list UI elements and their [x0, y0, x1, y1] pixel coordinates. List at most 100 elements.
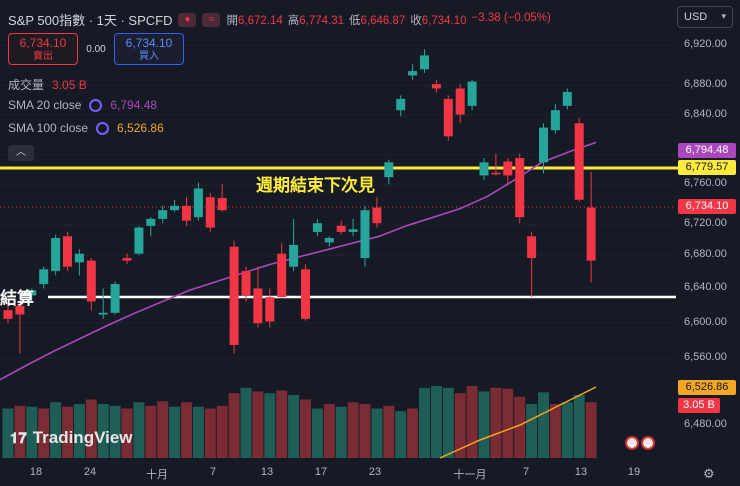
us-flag-icon[interactable] [625, 436, 639, 450]
collapse-icon[interactable]: ≈ [202, 12, 221, 27]
sma100-label: SMA 100 close [8, 121, 89, 135]
tv-logo-icon: 𝟏𝟕 [10, 429, 27, 447]
loading-icon [96, 121, 110, 135]
volume-bar [311, 408, 323, 458]
ohlc-value: −3.38 (−0.05%) [471, 11, 551, 24]
volume-bar [585, 402, 597, 458]
volume-bar [454, 393, 466, 458]
volume-bar [2, 408, 14, 458]
collapse-legend-button[interactable]: ︿ [8, 145, 34, 161]
candle-body [193, 188, 203, 218]
symbol-title[interactable]: S&P 500指數 · 1天 · SPCFD [8, 13, 173, 28]
candle-body [574, 123, 584, 200]
volume-bar [240, 387, 252, 458]
candle-body [229, 246, 239, 345]
volume-bar [538, 392, 549, 458]
volume-price-label: 3.05 B [678, 398, 720, 413]
market-status-icon[interactable]: ● [178, 12, 197, 27]
candle-body [217, 198, 227, 211]
sma20-legend[interactable]: SMA 20 close 6,794.48 [8, 98, 157, 112]
sma100-price-label: 6,526.86 [678, 380, 736, 395]
volume-bar [276, 390, 288, 458]
time-tick: 19 [627, 466, 641, 478]
sma100-legend[interactable]: SMA 100 close 6,526.86 [8, 121, 164, 135]
time-tick: 24 [83, 466, 97, 478]
ohlc-value: 6,774.31 [299, 14, 345, 27]
candle-body [586, 207, 596, 261]
currency-select[interactable]: USD ▾ [677, 6, 733, 28]
annotation-cycle-end[interactable]: 週期結束下次見 [256, 176, 375, 195]
volume-bar [430, 386, 442, 458]
annotation-settlement[interactable]: 結算 [0, 289, 34, 308]
event-markers[interactable] [625, 436, 655, 450]
candle-body [443, 98, 453, 137]
volume-bar [85, 399, 97, 458]
volume-bar [38, 408, 50, 458]
sell-label: 賣出 [33, 51, 53, 62]
ohlc-item: −3.38 (−0.05%) [472, 12, 551, 28]
candle-body [360, 210, 370, 259]
time-tick: 十月 [146, 469, 168, 481]
volume-bar [121, 408, 133, 458]
sma20-label: SMA 20 close [8, 98, 82, 112]
time-tick: 17 [314, 466, 328, 478]
volume-bar [62, 406, 73, 458]
price-tick: 6,640.00 [684, 281, 727, 293]
volume-legend[interactable]: 成交量 3.05 B [8, 76, 87, 93]
sell-button[interactable]: 6,734.10 賣出 [8, 33, 78, 65]
candle-body [134, 227, 144, 254]
volume-bar [419, 387, 430, 458]
settings-icon[interactable]: ⚙ [703, 466, 715, 481]
last-price-label: 6,734.10 [678, 199, 736, 214]
candle-body [301, 269, 310, 319]
volume-bar [526, 404, 538, 458]
ohlc-value: 6,734.10 [421, 14, 467, 27]
tradingview-logo[interactable]: 𝟏𝟕 TradingView [10, 428, 133, 448]
candle-body [408, 71, 418, 76]
price-tick: 6,480.00 [684, 418, 727, 430]
loading-icon [89, 98, 103, 112]
volume-bar [395, 411, 407, 458]
price-tick: 6,600.00 [684, 316, 727, 328]
volume-bar [252, 391, 264, 458]
buy-button[interactable]: 6,734.10 買入 [114, 33, 184, 65]
us-flag-icon[interactable] [641, 436, 655, 450]
candle-body [396, 98, 406, 111]
candle-body [63, 236, 72, 267]
candle-body [491, 172, 501, 175]
sma20-price-label: 6,794.48 [678, 143, 736, 158]
candle-body [324, 238, 334, 243]
candle-body [3, 310, 13, 319]
ohlc-key: 低 [349, 14, 361, 27]
price-tick: 6,760.00 [684, 177, 727, 189]
logo-text: TradingView [32, 428, 133, 447]
volume-bar [335, 406, 347, 458]
volume-bar [192, 406, 204, 458]
volume-bar [549, 404, 561, 458]
volume-bar [50, 402, 62, 458]
spread-value: 0.00 [86, 43, 106, 55]
buy-price: 6,734.10 [125, 36, 173, 50]
volume-bar [561, 402, 573, 458]
chart-header: S&P 500指數 · 1天 · SPCFD ● ≈ 開6,672.14 高6,7… [8, 10, 551, 29]
volume-bar [73, 404, 85, 458]
yellow-line-price-label: 6,779.57 [678, 160, 736, 175]
sell-price: 6,734.10 [19, 36, 67, 50]
candle-body [479, 162, 489, 176]
price-tick: 6,720.00 [684, 217, 727, 229]
time-tick: 7 [209, 466, 217, 478]
candle-body [27, 290, 37, 296]
time-tick: 十一月 [453, 469, 487, 481]
volume-bar [157, 401, 169, 458]
candle-body [372, 207, 382, 224]
candle-body [527, 236, 537, 259]
volume-bar [97, 404, 109, 458]
volume-bar [442, 387, 454, 458]
price-tick: 6,920.00 [684, 38, 727, 50]
ohlc-key: 開 [226, 14, 238, 27]
candle-body [503, 161, 513, 176]
price-tick: 6,560.00 [684, 351, 727, 363]
volume-bar [145, 405, 157, 458]
